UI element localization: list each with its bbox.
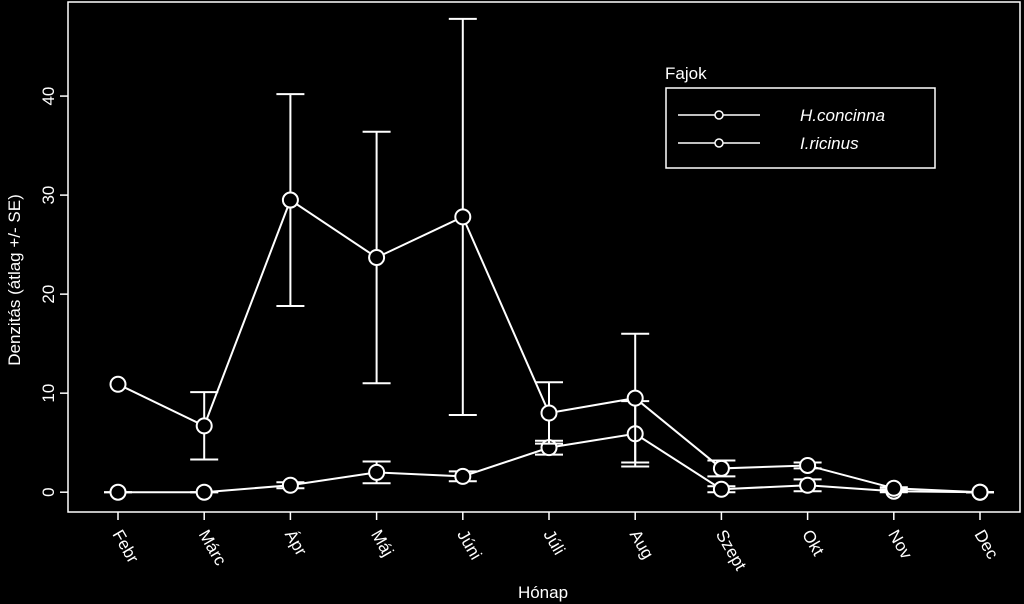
legend-box	[665, 87, 936, 169]
point	[368, 248, 386, 266]
point	[712, 480, 730, 498]
y-tick-label: 30	[39, 186, 58, 205]
legend-marker	[714, 110, 724, 120]
point	[281, 191, 299, 209]
legend-label: H.concinna	[800, 106, 885, 125]
y-tick-label: 20	[39, 285, 58, 304]
point	[885, 479, 903, 497]
y-tick-label: 40	[39, 87, 58, 106]
y-axis-label: Denzitás (átlag +/- SE)	[5, 194, 24, 366]
point	[626, 389, 644, 407]
legend-title: Fajok	[665, 64, 707, 83]
legend-label: I.ricinus	[800, 134, 859, 153]
point	[195, 483, 213, 501]
y-tick-label: 10	[39, 384, 58, 403]
point	[109, 375, 127, 393]
point	[454, 467, 472, 485]
point	[971, 483, 989, 501]
y-tick-label: 0	[39, 487, 58, 496]
point	[195, 417, 213, 435]
plot-frame	[67, 1, 1021, 513]
point	[454, 208, 472, 226]
point	[281, 476, 299, 494]
point	[712, 459, 730, 477]
point	[799, 476, 817, 494]
point	[109, 483, 127, 501]
x-axis-label: Hónap	[518, 583, 568, 602]
point	[540, 404, 558, 422]
legend-marker	[714, 138, 724, 148]
point	[799, 456, 817, 474]
point	[368, 463, 386, 481]
